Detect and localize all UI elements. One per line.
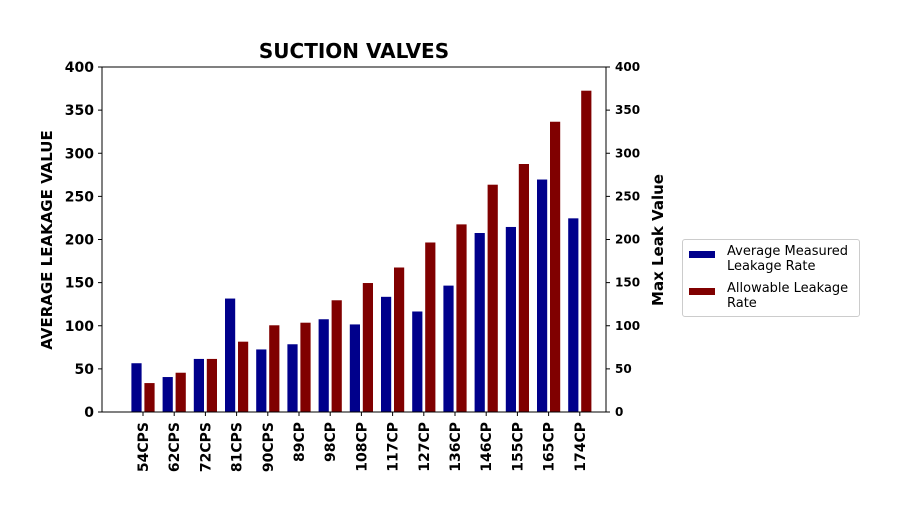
bar-allowable-165CP [549,120,561,413]
bar-allowable-81CPS [237,340,250,413]
bar-measured-62CPS [161,376,174,413]
x-tick-label: 127CP [417,422,433,472]
bar-allowable-62CPS [174,371,187,413]
y2-tick-label: 350 [615,103,640,117]
bar-allowable-127CP [424,241,437,413]
bar-allowable-90CPS [268,324,281,413]
x-tick-label: 81CPS [230,422,246,472]
y2-tick-label: 0 [615,405,623,419]
bar-allowable-117CP [393,266,406,413]
x-tick-label: 62CPS [167,422,183,472]
y2-tick-label: 400 [615,60,640,74]
legend-item-measured: Average Measured Leakage Rate [689,244,848,274]
bar-allowable-54CPS [143,382,156,413]
y2-tick-label: 50 [615,362,632,376]
x-tick-label: 90CPS [261,422,277,472]
x-tick-label: 72CPS [198,422,214,472]
bar-measured-136CP [442,284,455,413]
bar-allowable-89CP [299,321,312,413]
legend-swatch-measured [689,251,715,258]
bar-allowable-155CP [518,163,530,413]
legend-label-measured: Average Measured Leakage Rate [727,244,849,274]
x-tick-label: 89CP [292,422,308,462]
bar-measured-155CP [504,226,517,413]
bar-measured-98CP [317,318,330,413]
x-tick-label: 136CP [448,422,464,472]
axes-group: 0 0 50 50 100 100 150 150 200 200 250 250 300 300 350 3… [65,60,640,472]
bar-allowable-136CP [455,223,468,413]
x-tick-label: 108CP [354,422,370,472]
bar-measured-72CPS [192,358,205,413]
bar-allowable-72CPS [205,358,218,413]
bar-measured-108CP [348,323,361,413]
x-tick-label: 98CP [323,422,339,462]
y2-tick-label: 300 [615,146,640,160]
x-tick-label: 165CP [542,422,558,472]
y-tick-label: 250 [65,189,94,205]
y2-tick-label: 150 [615,276,640,290]
y-tick-label: 100 [65,319,94,335]
y-tick-label: 200 [65,233,94,249]
legend: Average Measured Leakage Rate Allowable … [682,239,860,317]
y2-tick-label: 200 [615,233,640,247]
bar-allowable-146CP [486,183,499,413]
bar-measured-81CPS [224,297,237,413]
legend-swatch-allowable [689,288,715,295]
y-axis-label: AVERAGE LEAKAGE VALUE [38,130,56,349]
y-tick-label: 300 [65,146,94,162]
legend-item-allowable: Allowable Leakage Rate [689,281,848,311]
x-tick-label: 146CP [479,422,495,472]
bar-measured-127CP [411,310,424,413]
y2-axis-label: Max Leak Value [649,174,667,306]
chart-title: SUCTION VALVES [259,39,449,63]
y2-tick-label: 250 [615,189,640,203]
x-tick-label: 117CP [386,422,402,472]
bars-group [130,89,593,413]
x-tick-label: 174CP [573,422,589,472]
bar-measured-54CPS [130,362,143,413]
bar-measured-117CP [380,296,393,413]
bar-measured-174CP [567,217,580,413]
bar-measured-146CP [473,232,486,413]
y-tick-label: 150 [65,276,94,292]
y-tick-label: 400 [65,60,94,76]
bar-allowable-98CP [330,299,343,413]
bar-measured-89CP [286,343,299,413]
legend-label-allowable: Allowable Leakage Rate [727,281,849,311]
bar-measured-90CPS [255,348,268,413]
y-tick-label: 0 [84,405,94,421]
x-tick-label: 155CP [510,422,526,472]
bar-allowable-174CP [580,89,593,413]
bar-allowable-108CP [361,282,374,413]
y-tick-label: 50 [75,362,95,378]
x-tick-label: 54CPS [136,422,152,472]
bar-measured-165CP [536,178,548,413]
y2-tick-label: 100 [615,319,640,333]
y-tick-label: 350 [65,103,94,119]
